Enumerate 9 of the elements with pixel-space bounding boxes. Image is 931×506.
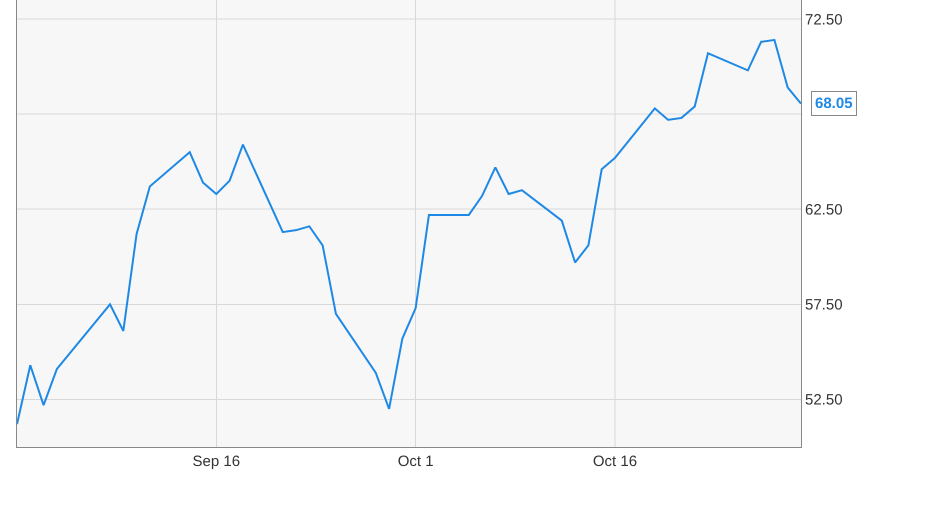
y-tick-label: 57.50 — [805, 296, 843, 314]
x-tick-label: Oct 1 — [398, 453, 434, 470]
y-tick-label: 62.50 — [805, 201, 843, 218]
y-tick-label: 52.50 — [805, 392, 843, 409]
y-tick-label: 72.50 — [805, 11, 843, 28]
x-tick-label: Sep 16 — [192, 453, 240, 470]
x-tick-label: Oct 16 — [592, 453, 638, 470]
line-series — [17, 38, 801, 426]
annotation: 68.05 — [815, 95, 853, 112]
